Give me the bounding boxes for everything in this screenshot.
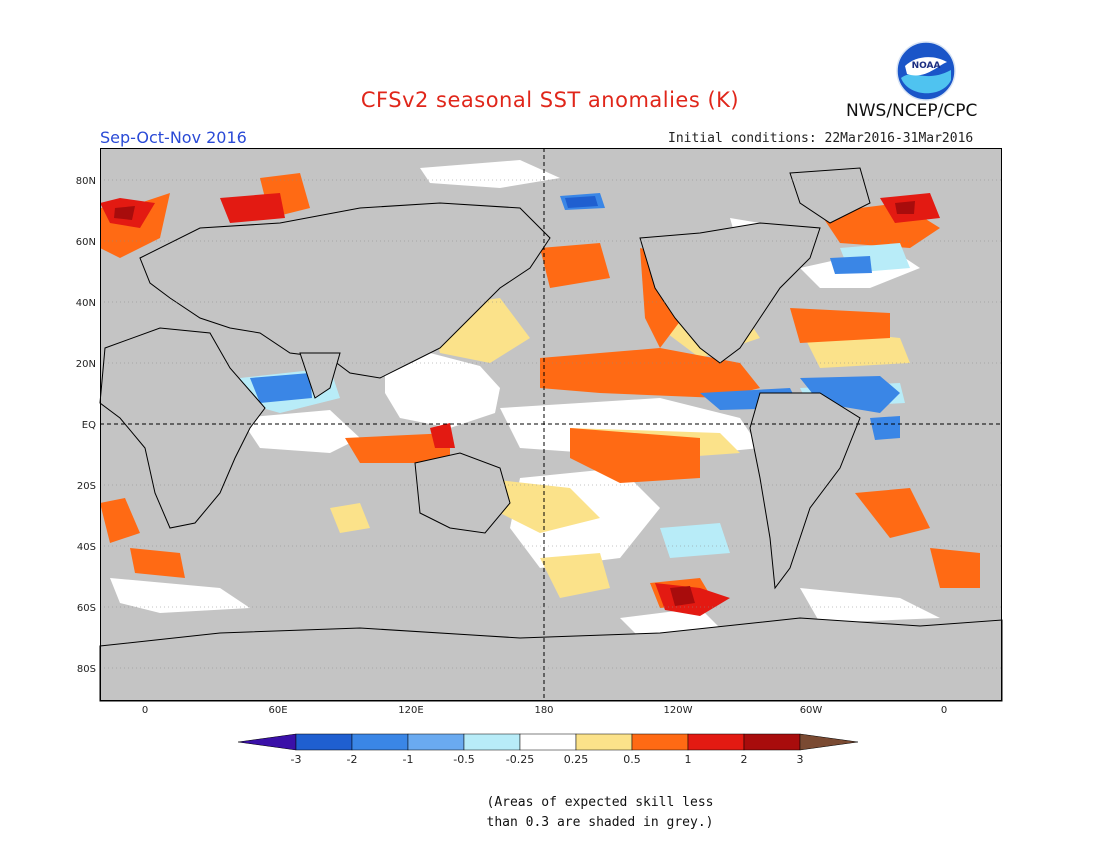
lat-label: 40S (77, 542, 96, 553)
skill-note: (Areas of expected skill less than 0.3 a… (440, 793, 760, 833)
lat-label: EQ (82, 420, 96, 431)
map-title: CFSv2 seasonal SST anomalies (K) (360, 88, 740, 112)
colorbar-segment (687, 733, 745, 751)
latitude-labels: 80N 60N 40N 20N EQ 20S 40S 60S 80S (76, 176, 96, 675)
coastlines (99, 167, 1003, 702)
colorbar-segment (743, 733, 801, 751)
very-strong-warm-regions (114, 201, 915, 606)
noaa-logo: NOAA (896, 41, 956, 101)
colorbar-segment (407, 733, 465, 751)
lat-label: 60N (76, 237, 96, 248)
colorbar-label: -2 (346, 753, 358, 766)
lon-label: 120W (663, 705, 693, 716)
moderate-warm-regions (100, 173, 980, 608)
colorbar-segment (351, 733, 409, 751)
logo-text: NOAA (912, 61, 941, 71)
lon-label: 120E (398, 705, 424, 716)
lon-label: 60E (268, 705, 288, 716)
map-frame (100, 148, 1002, 701)
lat-label: 60S (77, 603, 96, 614)
colorbar-label: 3 (796, 753, 804, 766)
note-line-1: (Areas of expected skill less (486, 795, 714, 810)
colorbar-label: -1 (402, 753, 414, 766)
lat-label: 20S (77, 481, 96, 492)
colorbar-label: 2 (740, 753, 748, 766)
colorbar-label: -0.5 (453, 753, 475, 766)
season-label: Sep-Oct-Nov 2016 (100, 128, 247, 147)
lon-label: 0 (141, 705, 149, 716)
africa (99, 327, 266, 529)
north-america (639, 222, 821, 364)
india (299, 352, 341, 399)
lat-label: 80S (77, 664, 96, 675)
colorbar-label: 0.25 (563, 753, 589, 766)
colorbar-segment (519, 733, 577, 751)
agency-label: NWS/NCEP/CPC (846, 101, 978, 121)
colorbar-segment (575, 733, 633, 751)
lat-label: 80N (76, 176, 96, 187)
colorbar (238, 733, 859, 751)
lat-label: 40N (76, 298, 96, 309)
eurasia (139, 202, 551, 379)
initial-conditions-label: Initial conditions: 22Mar2016-31Mar2016 (668, 131, 974, 146)
colorbar-high-extend (799, 733, 859, 751)
sst-anomaly-map: 80N 60N 40N 20N EQ 20S 40S 60S 80S (76, 148, 1003, 702)
south-america (749, 392, 861, 590)
colorbar-low-extend (238, 733, 297, 751)
note-line-2: than 0.3 are shaded in grey.) (486, 815, 714, 830)
lon-label: 0 (940, 705, 948, 716)
colorbar-segment (631, 733, 689, 751)
colorbar-segment (463, 733, 521, 751)
colorbar-label: 1 (684, 753, 692, 766)
colorbar-label: 0.5 (623, 753, 641, 766)
colorbar-label: -0.25 (505, 753, 535, 766)
greenland (789, 167, 871, 224)
lat-label: 20N (76, 359, 96, 370)
strong-cold-regions (565, 196, 598, 208)
colorbar-segment (295, 733, 353, 751)
lon-label: 60W (799, 705, 823, 716)
colorbar-label: -3 (290, 753, 302, 766)
australia (414, 452, 511, 534)
lon-label: 180 (534, 705, 554, 716)
